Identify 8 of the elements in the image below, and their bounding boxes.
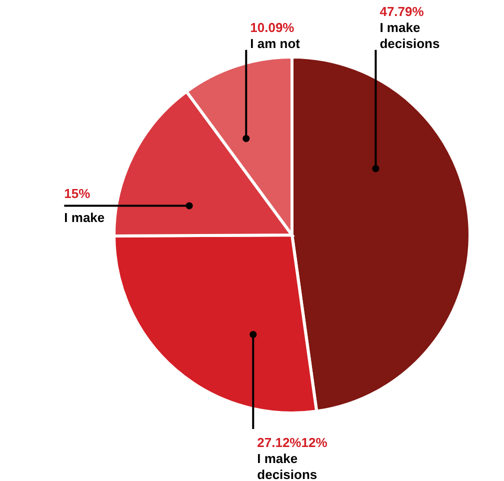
data-label: 15% <box>64 186 91 201</box>
slice-label: I make decisions <box>380 20 440 51</box>
slice-label: I am not <box>250 36 301 51</box>
slice-label: I make decisions <box>257 451 318 481</box>
data-label: 27.12%12% <box>257 435 328 450</box>
data-label: 47.79% <box>380 4 424 19</box>
slice-label: I make <box>64 210 105 225</box>
data-label: 10.09% <box>250 20 295 35</box>
